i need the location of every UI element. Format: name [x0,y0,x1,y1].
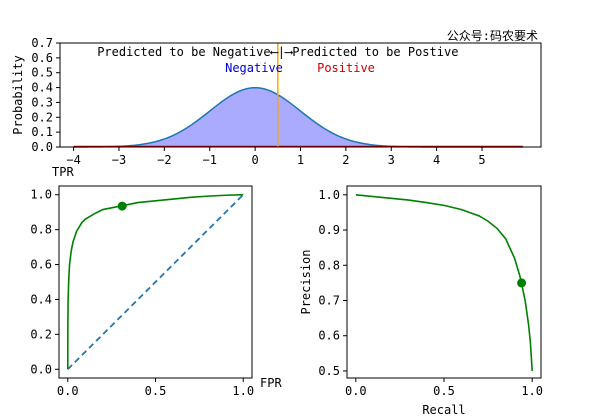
pr-y-tick-label-5: 1.0 [318,188,340,202]
roc-x-tick-label-1: 0.5 [145,384,167,398]
pr-marker [517,278,527,288]
roc-x-ticks: 0.0 0.5 1.0 [57,378,254,398]
roc-y-tick-label-1: 0.2 [30,327,52,341]
distribution-y-tick-label-3: 0.3 [31,95,53,109]
roc-y-tick-label-3: 0.6 [30,258,52,272]
pr-x-tick-label-0: 0.0 [345,384,367,398]
roc-y-tick-label-5: 1.0 [30,188,52,202]
distribution-x-tick-label-0: −4 [66,153,80,167]
pr-curve [355,194,533,371]
pr-plot: 0.0 0.5 1.0 0.5 0.6 0.7 0.8 0.9 1.0 Recall Prec… [299,185,543,417]
distribution-y-ticks: 0.00.10.20.30.40.50.60.7 [31,36,60,154]
roc-y-ticks: 0.0 0.2 0.4 0.6 0.8 1.0 [30,188,59,376]
roc-diagonal [67,194,244,370]
distribution-y-tick-label-2: 0.2 [31,110,53,124]
pr-x-ticks: 0.0 0.5 1.0 [345,378,543,398]
distribution-x-tick-label-8: 4 [433,153,440,167]
positive-label: Positive [317,61,375,75]
roc-y-label: TPR [52,165,74,179]
distribution-x-tick-label-9: 5 [478,153,485,167]
distribution-y-tick-label-0: 0.0 [31,140,53,154]
distribution-x-tick-label-4: 0 [252,153,259,167]
roc-y-tick-label-2: 0.4 [30,292,52,306]
roc-marker [117,201,127,211]
distribution-y-tick-label-6: 0.6 [31,51,53,65]
roc-plot: 0.0 0.5 1.0 0.0 0.2 0.4 0.6 0.8 1.0 FPR TPR [30,165,282,398]
pr-x-tick-label-1: 0.5 [433,384,455,398]
pr-x-label: Recall [422,403,465,417]
roc-y-tick-label-4: 0.8 [30,223,52,237]
pr-y-ticks: 0.5 0.6 0.7 0.8 0.9 1.0 [318,188,347,378]
roc-x-tick-label-2: 1.0 [232,384,254,398]
distribution-x-tick-label-2: −2 [157,153,171,167]
pr-y-tick-label-0: 0.5 [318,364,340,378]
distribution-x-tick-label-3: −1 [203,153,217,167]
pr-y-tick-label-4: 0.9 [318,223,340,237]
pr-y-label: Precision [299,249,313,314]
distribution-y-tick-label-7: 0.7 [31,36,53,50]
distribution-annotation: Predicted to be Negative⟵|⟶Predicted to … [97,45,458,59]
distribution-y-label: Probability [11,55,25,134]
roc-x-tick-label-0: 0.0 [57,384,79,398]
pr-y-tick-label-1: 0.6 [318,329,340,343]
distribution-x-tick-label-5: 1 [297,153,304,167]
negative-label: Negative [225,61,283,75]
roc-curve [66,193,244,370]
pr-y-tick-label-2: 0.7 [318,293,340,307]
distribution-plot: −4 −3 −2 −1 0 1 2 3 4 5 0.00.10.20.30.40.50.60.7 … [11,36,542,167]
watermark-text: 公众号:码农要术 [447,29,538,43]
distribution-x-tick-label-1: −3 [112,153,126,167]
roc-x-label: FPR [260,376,282,390]
distribution-y-tick-label-5: 0.5 [31,66,53,80]
distribution-x-tick-label-7: 3 [388,153,395,167]
distribution-y-tick-label-1: 0.1 [31,125,53,139]
distribution-fill [73,87,523,147]
roc-y-tick-label-0: 0.0 [30,362,52,376]
distribution-x-tick-label-6: 2 [342,153,349,167]
distribution-x-ticks: −4 −3 −2 −1 0 1 2 3 4 5 [66,147,486,167]
pr-y-tick-label-3: 0.8 [318,258,340,272]
distribution-y-tick-label-4: 0.4 [31,81,53,95]
pr-x-tick-label-2: 1.0 [521,384,543,398]
